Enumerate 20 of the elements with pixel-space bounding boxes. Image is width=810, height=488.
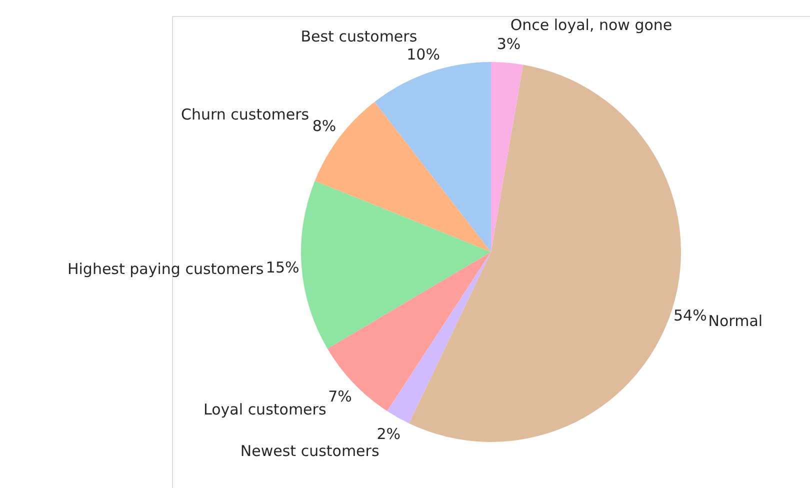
data-label: 54% (674, 306, 707, 324)
pie-slice (491, 62, 524, 252)
data-label: 8% (312, 116, 336, 135)
slice-label: Churn customers (180, 106, 310, 124)
slice-label: Loyal customers (204, 400, 326, 419)
pie-slice (327, 252, 491, 412)
data-label: 15% (266, 258, 300, 277)
slice-label: Once loyal, now gone (510, 16, 672, 34)
pie-slice (374, 62, 491, 252)
pie-slice (314, 102, 491, 252)
data-label: 7% (328, 388, 352, 406)
data-label: 3% (496, 34, 521, 53)
slice-label: Newest customers (240, 442, 380, 460)
slice-label: Highest paying customers (67, 260, 264, 278)
slice-label: Normal (708, 312, 763, 330)
data-label: 2% (376, 425, 400, 444)
pie-slice (301, 180, 491, 349)
slice-label: Best customers (300, 27, 418, 46)
data-label: 10% (406, 45, 440, 64)
pie-slice (387, 252, 491, 424)
